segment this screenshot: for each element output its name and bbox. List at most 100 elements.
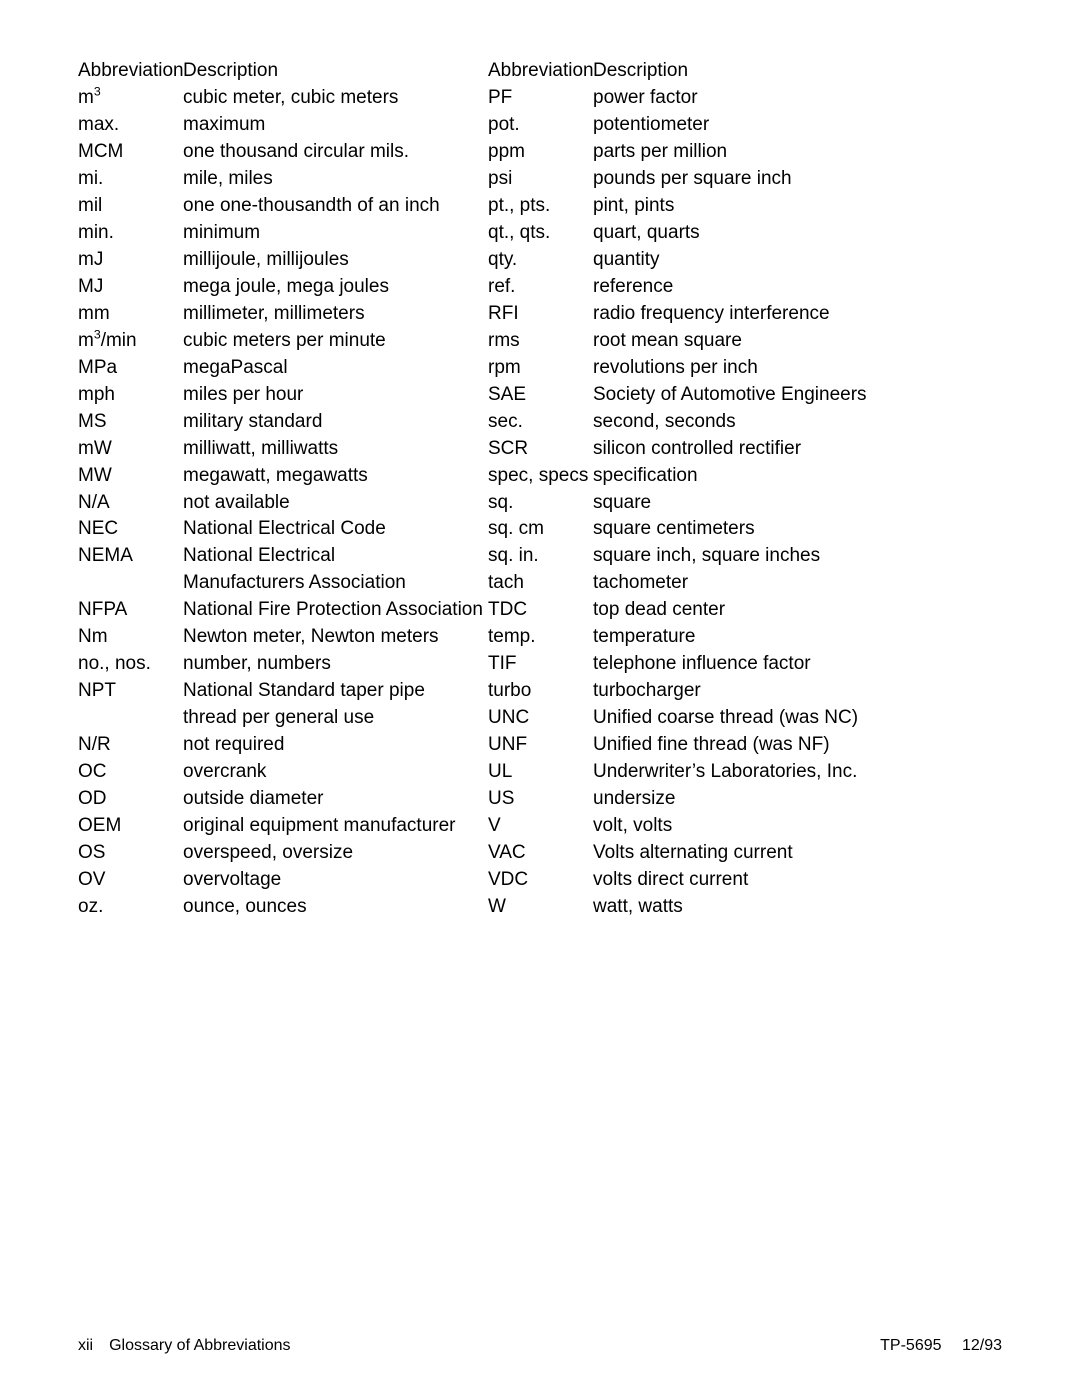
abbreviation-cell: mph: [78, 382, 183, 409]
abbreviation-cell: ppm: [488, 139, 593, 166]
abbreviation-cell: oz.: [78, 894, 183, 921]
glossary-row: SAESociety of Automotive Engineers: [488, 382, 928, 409]
description-cell: parts per million: [593, 139, 928, 166]
description-cell: top dead center: [593, 597, 928, 624]
description-cell: mega joule, mega joules: [183, 274, 488, 301]
glossary-row: no., nos.number, numbers: [78, 651, 488, 678]
abbreviation-cell: qt., qts.: [488, 220, 593, 247]
abbreviation-cell: m3/min: [78, 328, 183, 355]
left-column: Abbreviation Description m3cubic meter, …: [78, 58, 488, 921]
glossary-row: mJmillijoule, millijoules: [78, 247, 488, 274]
abbreviation-cell: RFI: [488, 301, 593, 328]
glossary-row: thread per general use: [78, 705, 488, 732]
description-cell: original equipment manufacturer: [183, 813, 488, 840]
glossary-row: ref.reference: [488, 274, 928, 301]
left-rows: m3cubic meter, cubic metersmax.maximumMC…: [78, 85, 488, 921]
glossary-row: m3cubic meter, cubic meters: [78, 85, 488, 112]
abbreviation-cell: MPa: [78, 355, 183, 382]
description-cell: cubic meters per minute: [183, 328, 488, 355]
description-cell: ounce, ounces: [183, 894, 488, 921]
glossary-row: NEMANational Electrical: [78, 543, 488, 570]
description-cell: reference: [593, 274, 928, 301]
abbreviation-cell: SCR: [488, 436, 593, 463]
right-column: Abbreviation Description PFpower factorp…: [488, 58, 928, 921]
description-cell: quart, quarts: [593, 220, 928, 247]
abbreviation-cell: OS: [78, 840, 183, 867]
description-cell: overspeed, oversize: [183, 840, 488, 867]
glossary-row: temp.temperature: [488, 624, 928, 651]
glossary-row: mmmillimeter, millimeters: [78, 301, 488, 328]
description-cell: milliwatt, milliwatts: [183, 436, 488, 463]
footer-right: TP-5695 12/93: [880, 1337, 1002, 1355]
header-abbreviation: Abbreviation: [78, 58, 183, 85]
description-cell: Manufacturers Association: [183, 570, 488, 597]
glossary-row: milone one-thousandth of an inch: [78, 193, 488, 220]
glossary-row: sq.square: [488, 490, 928, 517]
glossary-row: sec.second, seconds: [488, 409, 928, 436]
right-rows: PFpower factorpot.potentiometerppmparts …: [488, 85, 928, 921]
abbreviation-cell: psi: [488, 166, 593, 193]
abbreviation-cell: mil: [78, 193, 183, 220]
abbreviation-cell: sq. in.: [488, 543, 593, 570]
glossary-row: ppmparts per million: [488, 139, 928, 166]
glossary-row: ODoutside diameter: [78, 786, 488, 813]
abbreviation-cell: sq. cm: [488, 516, 593, 543]
description-cell: tachometer: [593, 570, 928, 597]
abbreviation-cell: OD: [78, 786, 183, 813]
footer-left: xii Glossary of Abbreviations: [78, 1337, 291, 1355]
description-cell: overcrank: [183, 759, 488, 786]
abbreviation-cell: OEM: [78, 813, 183, 840]
glossary-row: PFpower factor: [488, 85, 928, 112]
description-cell: National Electrical Code: [183, 516, 488, 543]
description-cell: National Electrical: [183, 543, 488, 570]
abbreviation-cell: UNF: [488, 732, 593, 759]
glossary-row: max.maximum: [78, 112, 488, 139]
page-content: Abbreviation Description m3cubic meter, …: [0, 0, 1080, 921]
abbreviation-cell: SAE: [488, 382, 593, 409]
glossary-row: tachtachometer: [488, 570, 928, 597]
description-cell: second, seconds: [593, 409, 928, 436]
description-cell: specification: [593, 463, 928, 490]
glossary-row: mWmilliwatt, milliwatts: [78, 436, 488, 463]
glossary-row: psipounds per square inch: [488, 166, 928, 193]
column-header: Abbreviation Description: [488, 58, 928, 85]
description-cell: temperature: [593, 624, 928, 651]
glossary-row: pot.potentiometer: [488, 112, 928, 139]
abbreviation-cell: rpm: [488, 355, 593, 382]
abbreviation-cell: pot.: [488, 112, 593, 139]
abbreviation-cell: Nm: [78, 624, 183, 651]
description-cell: power factor: [593, 85, 928, 112]
abbreviation-cell: MCM: [78, 139, 183, 166]
glossary-row: SCRsilicon controlled rectifier: [488, 436, 928, 463]
glossary-row: oz.ounce, ounces: [78, 894, 488, 921]
description-cell: cubic meter, cubic meters: [183, 85, 488, 112]
header-abbreviation: Abbreviation: [488, 58, 593, 85]
description-cell: one one-thousandth of an inch: [183, 193, 488, 220]
description-cell: National Standard taper pipe: [183, 678, 488, 705]
abbreviation-cell: mJ: [78, 247, 183, 274]
abbreviation-cell: V: [488, 813, 593, 840]
column-header: Abbreviation Description: [78, 58, 488, 85]
glossary-row: Manufacturers Association: [78, 570, 488, 597]
abbreviation-cell: NEC: [78, 516, 183, 543]
glossary-row: OCovercrank: [78, 759, 488, 786]
glossary-row: rmsroot mean square: [488, 328, 928, 355]
description-cell: miles per hour: [183, 382, 488, 409]
description-cell: square: [593, 490, 928, 517]
abbreviation-cell: temp.: [488, 624, 593, 651]
glossary-row: OEMoriginal equipment manufacturer: [78, 813, 488, 840]
glossary-row: MSmilitary standard: [78, 409, 488, 436]
abbreviation-cell: W: [488, 894, 593, 921]
glossary-row: N/Rnot required: [78, 732, 488, 759]
abbreviation-cell: OC: [78, 759, 183, 786]
glossary-row: NPTNational Standard taper pipe: [78, 678, 488, 705]
abbreviation-cell: max.: [78, 112, 183, 139]
description-cell: Unified fine thread (was NF): [593, 732, 928, 759]
abbreviation-cell: sec.: [488, 409, 593, 436]
abbreviation-cell: rms: [488, 328, 593, 355]
glossary-row: MWmegawatt, megawatts: [78, 463, 488, 490]
page-footer: xii Glossary of Abbreviations TP-5695 12…: [78, 1337, 1002, 1355]
description-cell: Newton meter, Newton meters: [183, 624, 488, 651]
description-cell: root mean square: [593, 328, 928, 355]
glossary-row: RFIradio frequency interference: [488, 301, 928, 328]
